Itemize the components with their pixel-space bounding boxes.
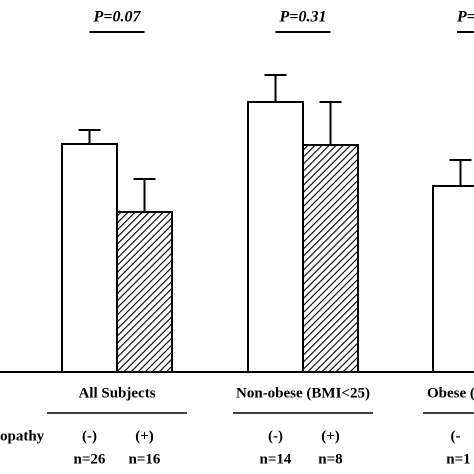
sign-label: (-)	[82, 428, 97, 444]
p-value: P=0.07	[93, 9, 142, 26]
bar	[61, 143, 118, 373]
sign-label: (-	[451, 428, 461, 444]
bar	[302, 144, 359, 373]
sign-label: (-)	[268, 428, 283, 444]
n-label: n=26	[74, 451, 106, 467]
group-label: All Subjects	[78, 385, 155, 401]
row-label: opathy	[0, 428, 45, 444]
p-value: P=	[456, 9, 474, 26]
bar	[116, 211, 173, 373]
group-label: Non-obese (BMI<25)	[236, 385, 370, 401]
n-label: n=8	[318, 451, 342, 467]
n-label: n=16	[129, 451, 161, 467]
p-value: P=0.31	[279, 9, 327, 26]
n-label: n=14	[260, 451, 292, 467]
bar	[247, 101, 304, 373]
sign-label: (+)	[135, 428, 154, 444]
group-label: Obese (	[427, 385, 474, 401]
bar	[432, 185, 474, 373]
sign-label: (+)	[321, 428, 340, 444]
n-label: n=1	[446, 451, 470, 467]
